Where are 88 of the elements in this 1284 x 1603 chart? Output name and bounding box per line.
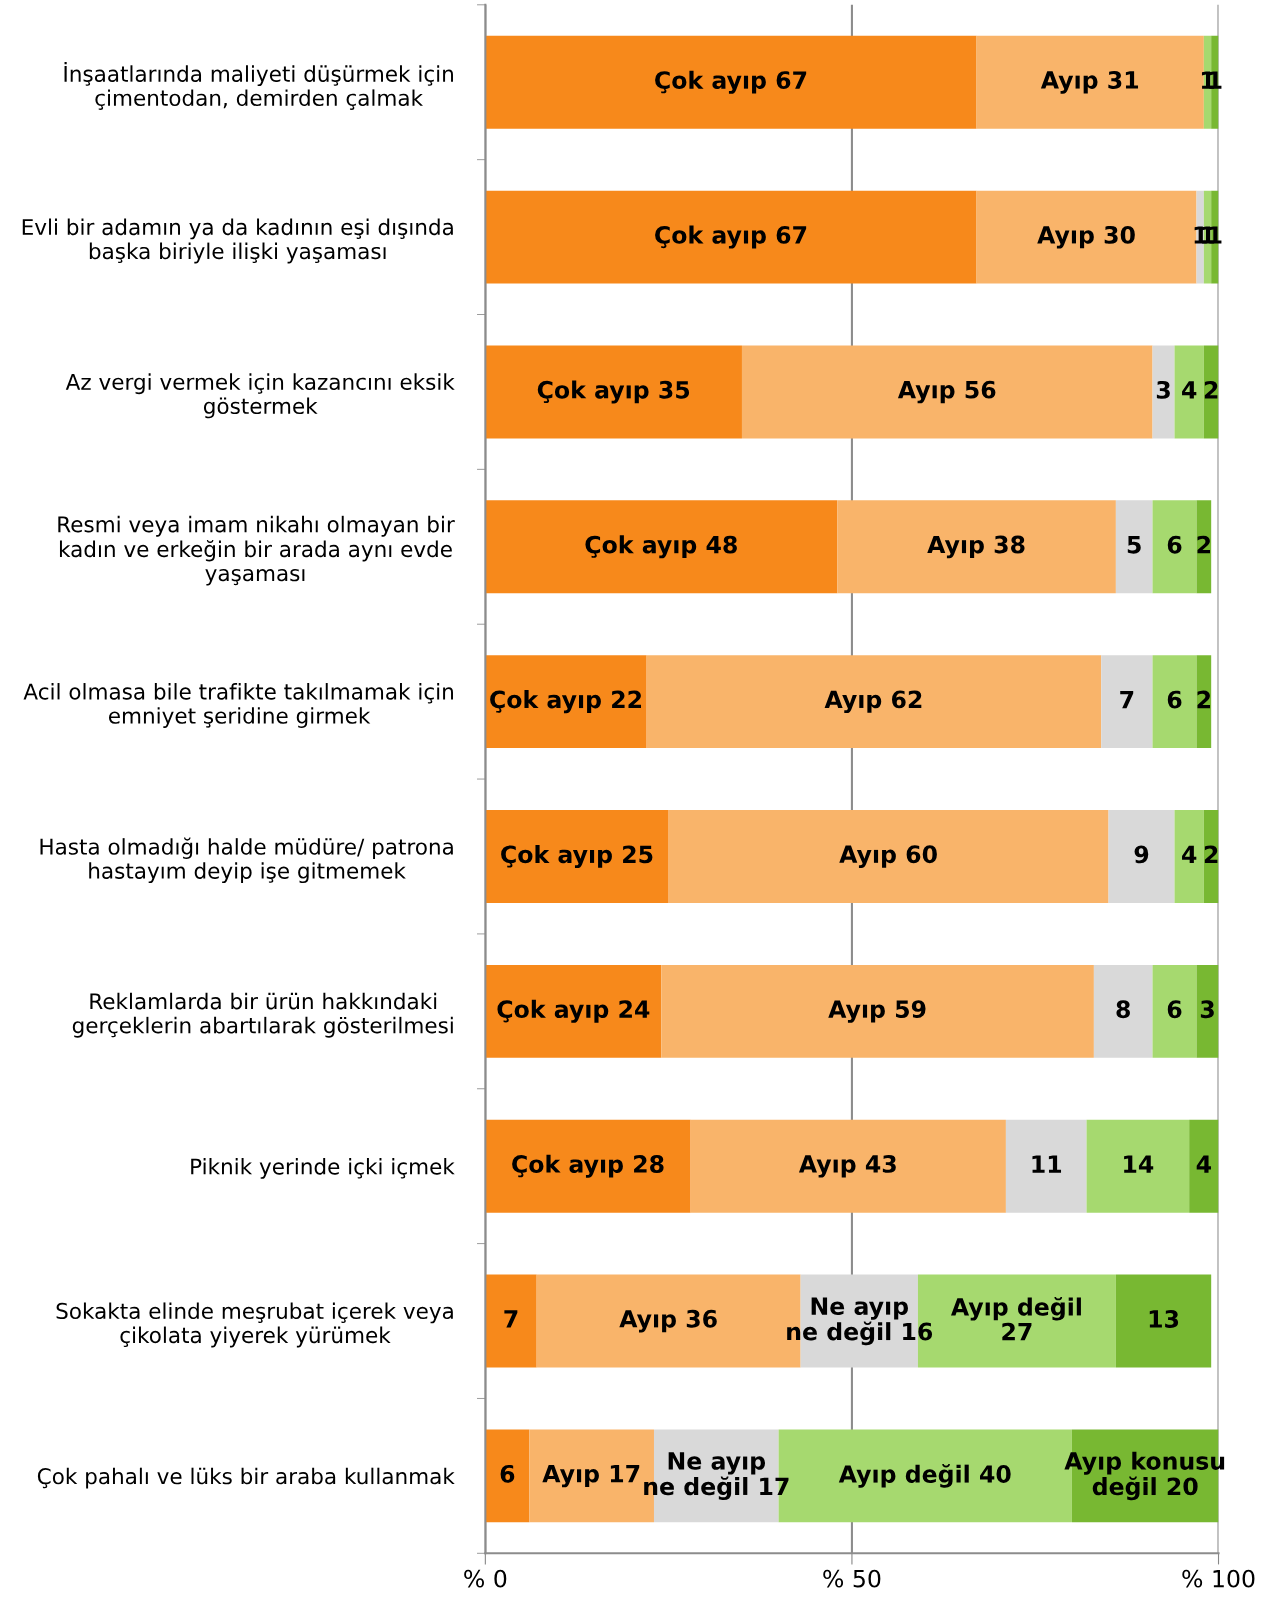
x-tick-label: % 100 [1182, 1569, 1255, 1588]
data-label: Ayıp 56 [897, 380, 996, 404]
bar [485, 190, 977, 284]
data-label: Çok ayıp 35 [537, 380, 690, 404]
data-label: Çok ayıp 28 [512, 1154, 664, 1178]
bar [1005, 1119, 1087, 1213]
data-label: Ayıp değil 40 [838, 1464, 1011, 1488]
data-label: Ayıp 62 [824, 690, 922, 714]
y-tick-label: Sokakta elinde meşrubat içerek veya çikolata yiyerek yürümek [56, 1302, 453, 1348]
data-label: Çok ayıp 22 [490, 690, 642, 714]
bar [1108, 810, 1175, 903]
bar [976, 35, 1204, 129]
y-tick-label: Acil olmasa bile trafikte takılmamak için emniyet şeridine girmek [23, 683, 453, 728]
data-label: Ayıp 38 [927, 535, 1025, 559]
data-label: Ayıp 59 [828, 1000, 926, 1023]
data-label: 9 [1134, 845, 1149, 864]
data-label: 6 [500, 1464, 515, 1483]
y-tick-label: Piknik yerinde içki içmek [191, 1158, 455, 1179]
bar [1152, 964, 1197, 1058]
y-tick-label: İnşaatlarında maliyeti düşürmek için çimentodan, demirden çalmak [64, 62, 453, 110]
data-label: 4 [1182, 381, 1197, 399]
bar [1115, 500, 1153, 594]
bar [741, 345, 1153, 439]
bar [485, 810, 669, 903]
data-label: 14 [1124, 1155, 1154, 1173]
y-tick-label: Az vergi vermek için kazancını eksik göstermek [65, 373, 455, 419]
data-label: Çok ayıp 67 [655, 70, 807, 94]
data-label: Ayıp 17 [542, 1465, 640, 1488]
data-label: 4 [1196, 1155, 1211, 1173]
bar [668, 810, 1109, 903]
data-label: 2 [1197, 535, 1211, 554]
data-label: Ne ayıp ne değil 16 [787, 1297, 933, 1346]
y-tick-label: Resmi veya imam nikahı olmayan bir kadın ve erkeğin bir arada aynı evde yaşaması [58, 515, 455, 586]
data-label: Çok ayıp 25 [501, 844, 653, 868]
data-label: Ayıp 31 [1040, 71, 1139, 94]
data-label: 5 [1127, 536, 1141, 554]
bar [485, 1119, 691, 1213]
data-label: 4 [1182, 845, 1197, 863]
data-label: 3 [1156, 380, 1170, 399]
data-label: 6 [1167, 535, 1182, 554]
data-label: 13 [1149, 1310, 1179, 1328]
bar [485, 35, 977, 129]
data-label: Çok ayıp 48 [585, 535, 737, 559]
x-tick-label: % 50 [823, 1569, 881, 1588]
data-label: 3 [1200, 1000, 1214, 1019]
y-tick-label: Çok pahalı ve lüks bir araba kullanmak [37, 1467, 455, 1489]
data-label: Ayıp 43 [798, 1154, 896, 1178]
data-label: 6 [1167, 1000, 1182, 1019]
bar [690, 1119, 1006, 1213]
data-label: Çok ayıp 67 [655, 225, 807, 249]
data-label: Ayıp 36 [619, 1309, 717, 1333]
data-label: 11 [1032, 1155, 1062, 1173]
bar [646, 655, 1102, 749]
data-label: 7 [504, 1310, 518, 1328]
y-tick-label: Evli bir adamın ya da kadının eşi dışında başka biriyle ilişki yaşaması [22, 218, 453, 264]
bar [1189, 1119, 1219, 1213]
data-label: Ne ayıp ne değil 17 [644, 1452, 789, 1501]
bar [1196, 964, 1219, 1058]
data-label: 2 [1204, 380, 1218, 399]
x-tick-label: % 0 [464, 1569, 507, 1588]
bar [1152, 655, 1197, 749]
bar [837, 500, 1116, 594]
data-label: 6 [1167, 690, 1182, 709]
data-label: Ayıp 30 [1037, 225, 1135, 249]
data-label: Ayıp değil 27 [951, 1296, 1081, 1341]
bar [485, 1429, 530, 1523]
bar [1174, 345, 1204, 439]
data-label: 2 [1204, 845, 1218, 863]
bar [1152, 345, 1175, 439]
bar [485, 345, 742, 439]
bar [485, 1274, 537, 1368]
bar [1101, 655, 1153, 749]
data-label: 8 [1116, 1000, 1130, 1019]
bar [1086, 1119, 1190, 1213]
bar [485, 964, 662, 1058]
y-tick-label: Reklamlarda bir ürün hakkındaki gerçeklerin abartılarak gösterilmesi [72, 992, 453, 1038]
bar [485, 500, 838, 594]
bar [1174, 810, 1204, 903]
y-tick-label: Hasta olmadığı halde müdüre/ patrona hastayım deyip işe gitmemek [40, 837, 453, 884]
bar [1152, 500, 1197, 594]
data-label: Çok ayıp 24 [497, 999, 650, 1023]
bar [485, 655, 647, 749]
bar [661, 964, 1094, 1058]
data-label: 2 [1197, 690, 1211, 709]
data-label: Ayıp 60 [839, 845, 937, 868]
data-label: 7 [1120, 690, 1134, 709]
bar [1093, 964, 1153, 1058]
bar [1115, 1274, 1212, 1368]
